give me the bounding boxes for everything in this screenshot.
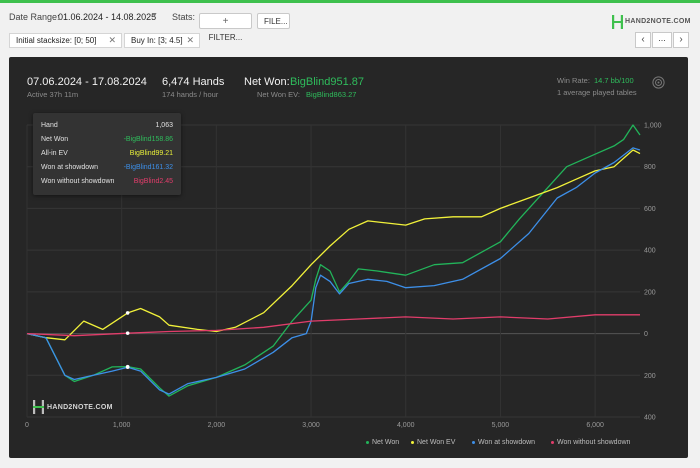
- legend-dot: [551, 440, 554, 444]
- x-tick-label: 3,000: [302, 422, 320, 429]
- prev-button[interactable]: ‹: [635, 32, 651, 48]
- tooltip-label: All-in EV: [41, 150, 68, 157]
- legend-showdown[interactable]: Won at showdown: [472, 439, 535, 446]
- avg-tables: 1 average played tables: [557, 88, 637, 97]
- date-range-value[interactable]: 01.06.2024 - 14.08.2025: [58, 12, 157, 22]
- watermark-text: HAND2NOTE.COM: [47, 404, 113, 411]
- legend-label: Net Won EV: [417, 439, 456, 446]
- close-icon[interactable]: ✕: [186, 35, 194, 45]
- period-text: 07.06.2024 - 17.08.2024: [27, 76, 147, 88]
- hover-point: [125, 365, 130, 369]
- tooltip-value: BigBlind99.21: [129, 150, 173, 157]
- series-line: [26, 124, 641, 397]
- tooltip-value: -BigBlind161.32: [123, 164, 173, 171]
- tooltip-label: Net Won: [41, 136, 69, 143]
- legend-net-won[interactable]: Net Won: [366, 439, 399, 446]
- next-button[interactable]: ›: [673, 32, 689, 48]
- file-button[interactable]: FILE...: [257, 13, 290, 29]
- tooltip-value: BigBlind2.45: [133, 178, 173, 185]
- y-tick-label: 0: [644, 331, 648, 338]
- y-tick-label: 200: [644, 373, 656, 380]
- filter-chip-label: Initial stacksize: [0; 50]: [16, 36, 97, 45]
- top-accent-bar: [0, 0, 700, 3]
- gear-icon[interactable]: [652, 76, 665, 89]
- hover-point: [125, 331, 130, 335]
- filter-chip-label: Buy In: [3; 4.5]: [131, 36, 183, 45]
- tooltip-value: 1,063: [155, 122, 173, 129]
- net-won-value: BigBlind951.87: [290, 76, 365, 88]
- x-tick-label: 5,000: [492, 422, 510, 429]
- net-won-ev-label: Net Won EV:: [257, 90, 300, 99]
- legend-label: Won without showdown: [557, 439, 631, 446]
- close-icon[interactable]: ✕: [108, 35, 116, 45]
- y-tick-label: 200: [644, 289, 656, 296]
- filter-button[interactable]: + FILTER...: [199, 13, 252, 42]
- x-tick-label: 1,000: [113, 422, 131, 429]
- net-won-label: Net Won:: [244, 76, 290, 88]
- chevron-down-icon[interactable]: ▼: [151, 12, 158, 19]
- legend-dot: [366, 440, 369, 444]
- stats-label: Stats:: [172, 12, 196, 22]
- net-won-ev-value: BigBlind863.27: [306, 90, 357, 99]
- legend-label: Won at showdown: [478, 439, 536, 446]
- series-line: [26, 314, 640, 337]
- tooltip-label: Won without showdown: [41, 178, 115, 185]
- x-tick-label: 6,000: [586, 422, 604, 429]
- plus-icon: +: [222, 16, 229, 27]
- x-tick-label: 0: [25, 422, 29, 429]
- tooltip-row-net-won: Net Won -BigBlind158.86: [41, 136, 173, 146]
- tooltip-row-hand: Hand 1,063: [41, 122, 173, 132]
- chart-tooltip: Hand 1,063 Net Won -BigBlind158.86 All-i…: [33, 113, 181, 195]
- y-tick-label: 600: [644, 206, 656, 213]
- tooltip-label: Won at showdown: [41, 164, 99, 171]
- hover-point: [125, 311, 130, 315]
- tooltip-label: Hand: [41, 122, 58, 129]
- legend-dot: [472, 440, 475, 444]
- hands-count: 6,474 Hands: [162, 76, 225, 88]
- x-tick-label: 2,000: [208, 422, 226, 429]
- active-time: Active 37h 11m: [27, 90, 79, 99]
- logo-text: HAND2NOTE.COM: [625, 18, 691, 25]
- filter-button-label: FILTER...: [208, 33, 243, 42]
- tooltip-row-allin-ev: All-in EV BigBlind99.21: [41, 150, 173, 160]
- legend-net-won-ev[interactable]: Net Won EV: [411, 439, 455, 446]
- tooltip-row-no-showdown: Won without showdown BigBlind2.45: [41, 178, 173, 188]
- logo-icon: [612, 15, 623, 29]
- y-tick-label: 800: [644, 164, 656, 171]
- y-tick-label: 1,000: [644, 123, 662, 130]
- filter-chip-stacksize[interactable]: Initial stacksize: [0; 50] ✕: [9, 33, 122, 48]
- series-line: [26, 147, 641, 395]
- date-range-label: Date Range:: [9, 12, 60, 22]
- win-rate-value: 14.7 bb/100: [594, 76, 634, 85]
- win-rate-label: Win Rate:: [557, 76, 590, 85]
- legend-label: Net Won: [372, 439, 400, 446]
- hands-rate: 174 hands / hour: [162, 90, 219, 99]
- tooltip-row-showdown: Won at showdown -BigBlind161.32: [41, 164, 173, 174]
- y-tick-label: 400: [644, 415, 656, 422]
- toolbar: Date Range: 01.06.2024 - 14.08.2025 ▼ St…: [0, 3, 700, 42]
- filter-chip-buyin[interactable]: Buy In: [3; 4.5] ✕: [124, 33, 200, 48]
- watermark-logo-icon: [33, 400, 44, 414]
- legend-no-showdown[interactable]: Won without showdown: [551, 439, 630, 446]
- x-tick-label: 4,000: [397, 422, 415, 429]
- legend-dot: [411, 440, 414, 444]
- tooltip-value: -BigBlind158.86: [123, 136, 173, 143]
- y-tick-label: 400: [644, 248, 656, 255]
- more-button[interactable]: ...: [652, 32, 672, 48]
